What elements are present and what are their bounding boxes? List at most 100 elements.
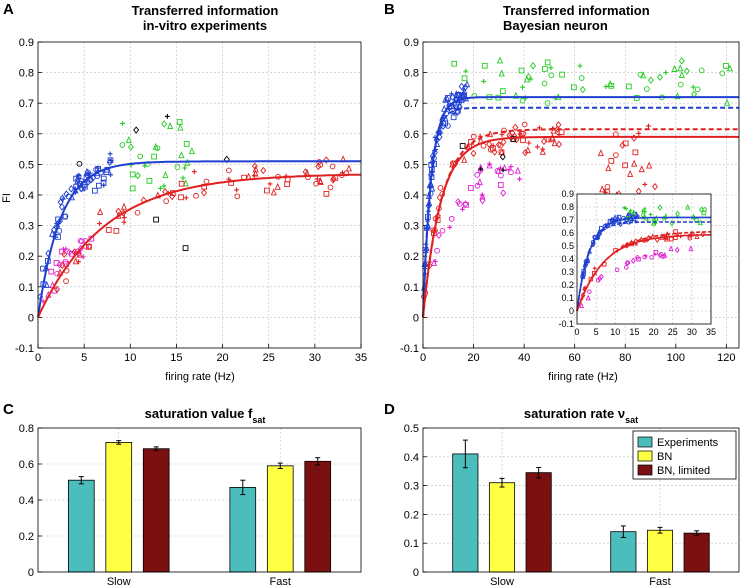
data-point xyxy=(81,183,88,190)
data-point xyxy=(541,80,548,87)
data-point xyxy=(431,148,438,157)
data-point xyxy=(323,190,330,197)
x-tick-label: 120 xyxy=(717,352,735,364)
data-point xyxy=(555,121,562,129)
data-point xyxy=(627,210,632,215)
data-point xyxy=(462,200,469,208)
data-point xyxy=(86,242,93,251)
data-point xyxy=(544,100,551,106)
category-label: Fast xyxy=(649,576,670,586)
data-point xyxy=(559,71,565,78)
data-point xyxy=(460,206,465,212)
bar xyxy=(304,460,332,573)
data-point xyxy=(585,294,591,301)
data-point xyxy=(183,141,190,147)
data-point xyxy=(544,59,551,66)
bar xyxy=(266,465,294,573)
data-point xyxy=(548,65,554,71)
data-point xyxy=(48,268,55,275)
bar xyxy=(610,531,637,573)
data-point xyxy=(571,84,577,91)
data-point xyxy=(646,161,653,169)
data-point xyxy=(167,122,174,130)
data-point xyxy=(479,192,486,200)
data-point xyxy=(432,259,438,264)
data-point xyxy=(663,70,669,75)
y-tick-label: 0.8 xyxy=(404,68,419,80)
bar xyxy=(105,441,133,573)
data-point xyxy=(448,215,455,222)
data-point xyxy=(434,247,440,254)
data-point xyxy=(537,125,542,131)
data-point xyxy=(512,91,519,99)
category-label: Slow xyxy=(490,576,514,586)
data-point xyxy=(178,180,185,187)
data-point xyxy=(101,182,107,188)
data-point xyxy=(66,248,73,256)
inset-x-tick-label: 5 xyxy=(594,327,599,337)
data-point xyxy=(632,149,639,156)
data-point xyxy=(678,57,685,65)
inset-y-tick-label: 0.6 xyxy=(561,228,574,238)
data-point xyxy=(129,171,136,178)
data-point xyxy=(719,70,726,77)
data-point xyxy=(647,76,654,84)
data-point xyxy=(613,152,619,158)
data-point xyxy=(151,153,157,160)
data-point xyxy=(554,125,561,133)
data-point xyxy=(520,84,525,90)
data-point xyxy=(674,92,681,100)
inset-x-tick-label: 25 xyxy=(668,327,678,337)
data-point xyxy=(525,73,532,81)
data-point xyxy=(624,265,629,270)
data-point xyxy=(193,192,199,199)
y-tick-label: 0.2 xyxy=(19,251,34,263)
panel-a: 0 5 10 15 20 25 30 35-0.100.10.20.30.40.50.60.7… xyxy=(15,37,367,364)
data-point xyxy=(177,123,184,131)
y-tick-label: 0.5 xyxy=(404,423,419,435)
data-point xyxy=(474,182,481,189)
data-point xyxy=(518,130,525,137)
data-point xyxy=(495,166,502,174)
y-tick-label: 0.2 xyxy=(19,531,34,543)
data-point xyxy=(677,81,684,88)
data-point xyxy=(323,156,330,164)
inset-y-tick-label: 0.1 xyxy=(561,293,574,303)
data-point xyxy=(495,140,502,149)
data-point xyxy=(500,88,506,94)
data-point xyxy=(226,167,232,174)
data-point xyxy=(653,252,657,257)
data-point xyxy=(76,173,82,178)
data-point xyxy=(120,202,128,210)
data-point xyxy=(63,278,69,285)
data-point xyxy=(478,166,484,172)
data-point xyxy=(636,214,640,218)
chart-title: saturation value fsat xyxy=(145,406,266,425)
data-point xyxy=(656,73,663,81)
data-point xyxy=(556,140,563,149)
y-tick-label: 0.9 xyxy=(19,37,34,49)
data-point xyxy=(512,123,519,132)
x-tick-label: 0 xyxy=(35,352,41,364)
y-tick-label: 0.6 xyxy=(404,129,419,141)
y-tick-label: 0.3 xyxy=(404,481,419,493)
data-point xyxy=(677,64,684,72)
data-point xyxy=(63,246,69,252)
data-point xyxy=(129,185,136,192)
data-point xyxy=(649,255,654,260)
chart-subtitle: in-vitro experiments xyxy=(143,18,267,33)
data-point xyxy=(671,64,678,72)
y-tick-label: 0.5 xyxy=(19,159,34,171)
data-point xyxy=(614,267,620,273)
inset-plot: 0 5 10 15 20 25 30 35-0.100.10.20.30.40.50.60.7… xyxy=(558,189,716,337)
x-tick-label: 35 xyxy=(355,352,367,364)
x-tick-label: 80 xyxy=(619,352,631,364)
axes-frame xyxy=(422,41,740,349)
data-point xyxy=(92,187,98,194)
data-point xyxy=(694,86,701,93)
data-point xyxy=(608,158,615,164)
data-point xyxy=(119,142,126,148)
data-point xyxy=(687,236,693,241)
data-point xyxy=(501,127,507,134)
x-axis-label: firing rate (Hz) xyxy=(165,371,235,383)
